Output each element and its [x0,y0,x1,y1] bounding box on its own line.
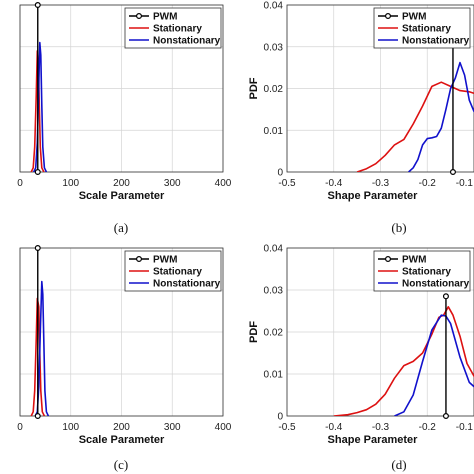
p4-xlabel: Shape Parameter [328,434,419,446]
p2-pwm-marker-bottom [449,169,456,176]
p2-ytick-label-1: 0.01 [264,126,284,137]
p3-legend-label-1: Stationary [153,267,202,278]
p1-xlabel: Scale Parameter [79,190,165,202]
p4-series-group [333,305,474,416]
caption-d: (d) [391,457,406,472]
p1-xtick-label-3: 300 [164,178,181,189]
p4-xtick-label-3: -0.2 [419,422,437,433]
p1-legend-label-2: Nonstationary [153,36,221,47]
p4-legend-label-2: Nonstationary [402,279,470,290]
p1-axes-box [19,4,224,173]
p2-ytick-label-2: 0.02 [264,84,284,95]
p4-xtick-label-0: -0.5 [278,422,296,433]
p1-xtick-label-0: 0 [17,178,23,189]
caption-b: (b) [391,220,406,235]
panel-p1: 0 100 200 300 400 Scale Parameter PWMStationar… [17,1,232,202]
p4-ytick-label-1: 0.01 [264,370,284,381]
p2-xtick-label-0: -0.5 [278,178,296,189]
p3-xtick-label-3: 300 [164,422,181,433]
p1-legend-label-0: PWM [153,12,177,23]
p4-ytick-label-2: 0.02 [264,328,284,339]
caption-a: (a) [114,220,128,235]
p2-ylabel: PDF [248,77,260,99]
p4-series-stationary [333,305,474,416]
p4-pwm-marker-bottom [442,413,449,420]
p4-xtick-label-4: -0.1 [456,422,474,433]
p2-series-group [356,61,474,172]
p1-series-nonstationary [32,41,48,172]
p4-legend-label-0: PWM [402,255,426,266]
p3-axes-box [19,247,224,417]
p2-xtick-label-3: -0.2 [419,178,437,189]
p3-pwm-marker-top [34,245,41,252]
p4-series-nonstationary [394,314,474,416]
p1-pwm-marker-bottom [34,169,41,176]
p3-xtick-label-4: 400 [215,422,232,433]
p3-xlabel: Scale Parameter [79,434,165,446]
p2-xtick-label-4: -0.1 [456,178,474,189]
p2-ytick-label-0: 0 [277,168,283,179]
panel-p2: -0.5 -0.4 -0.3 -0.2 -0.1 0 0.01 0.02 0.03 0.04 Sha… [248,1,474,202]
p4-ytick-label-3: 0.03 [264,286,284,297]
p1-xtick-label-4: 400 [215,178,232,189]
p2-xtick-label-1: -0.4 [325,178,343,189]
p2-legend-label-0: PWM [402,12,426,23]
p3-xtick-label-0: 0 [17,422,23,433]
p2-legend-marker [385,13,392,20]
p2-series-stationary [356,81,474,172]
p4-legend-label-1: Stationary [402,267,451,278]
p2-ytick-label-4: 0.04 [264,1,284,12]
p2-legend-label-1: Stationary [402,24,451,35]
p1-xtick-label-2: 200 [113,178,130,189]
caption-c: (c) [114,457,128,472]
p4-xtick-label-1: -0.4 [325,422,343,433]
p1-legend-label-1: Stationary [153,24,202,35]
p3-xtick-label-1: 100 [62,422,79,433]
p2-xlabel: Shape Parameter [328,190,419,202]
p2-axes-box [286,4,474,173]
p1-xtick-label-1: 100 [62,178,79,189]
p3-legend-marker [136,256,143,263]
p4-ylabel: PDF [248,321,260,343]
p4-axes-box [286,247,474,417]
p4-pwm-marker-top [442,293,449,300]
panel-p4: -0.5 -0.4 -0.3 -0.2 -0.1 0 0.01 0.02 0.03 0.04 Sha… [248,244,474,446]
p4-xtick-label-2: -0.3 [372,422,390,433]
panel-p3: 0 100 200 300 400 Scale Parameter PWMStationar… [17,245,232,446]
p4-ytick-label-4: 0.04 [264,244,284,255]
p3-legend-label-2: Nonstationary [153,279,221,290]
p2-series-nonstationary [408,61,474,172]
p4-ytick-label-0: 0 [277,412,283,423]
p3-xtick-label-2: 200 [113,422,130,433]
p3-legend-label-0: PWM [153,255,177,266]
p4-legend-marker [385,256,392,263]
p3-pwm-marker-bottom [34,413,41,420]
p2-legend-label-2: Nonstationary [402,36,470,47]
p1-legend-marker [136,13,143,20]
p2-ytick-label-3: 0.03 [264,42,284,53]
p1-pwm-marker-top [34,1,41,9]
p2-xtick-label-2: -0.3 [372,178,390,189]
